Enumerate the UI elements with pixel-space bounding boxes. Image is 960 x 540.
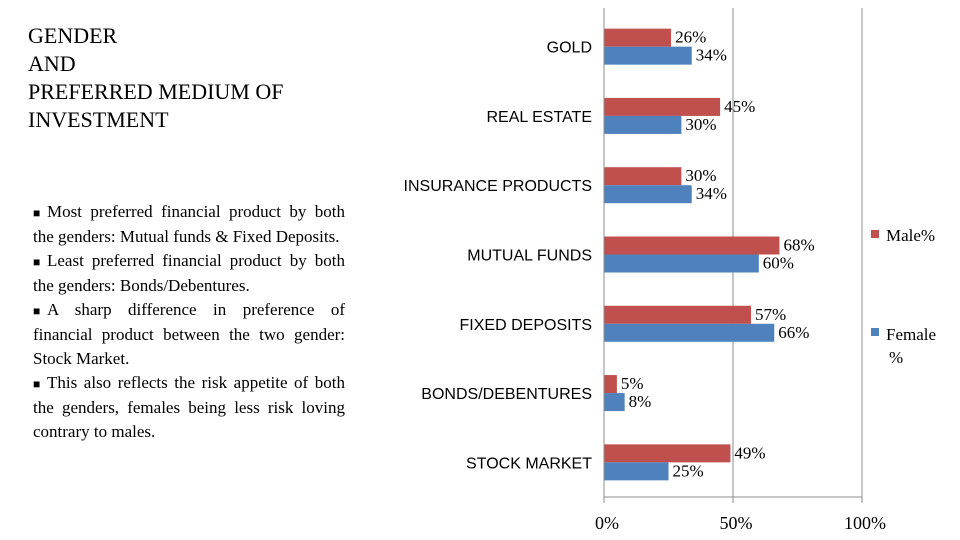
female-bar (604, 462, 669, 481)
female-bar (604, 46, 692, 65)
bullet-notes: ■ Most preferred financial product by bot… (33, 200, 345, 444)
x-tick-label: 0% (595, 513, 619, 533)
male-bar (604, 167, 682, 186)
data-label: 5% (621, 374, 644, 393)
bullet-icon: ■ (33, 255, 41, 269)
male-bar (604, 444, 731, 463)
note-item: ■ Most preferred financial product by bot… (33, 200, 345, 249)
bullet-icon: ■ (33, 377, 41, 391)
female-bar (604, 254, 759, 273)
x-tick-label: 50% (720, 513, 753, 533)
data-label: 49% (734, 443, 765, 462)
data-label: 45% (724, 97, 755, 116)
male-bar (604, 236, 780, 255)
title-line: INVESTMENT (28, 107, 169, 132)
female-bar (604, 115, 682, 134)
female-bar (604, 323, 775, 342)
legend-label-female: Female% (886, 325, 936, 367)
note-item: ■ This also reflects the risk appetite of… (33, 371, 345, 444)
x-tick-label: 100% (844, 513, 886, 533)
note-text: Most preferred financial product by both… (33, 202, 345, 246)
category-label: STOCK MARKET (466, 455, 592, 472)
male-bar (604, 97, 721, 116)
title-line: PREFERRED MEDIUM OF (28, 79, 284, 104)
female-bar (604, 393, 625, 412)
legend-label-male: Male% (886, 226, 935, 245)
data-label: 26% (675, 28, 706, 47)
data-label: 57% (755, 305, 786, 324)
female-bar (604, 185, 692, 204)
legend-swatch-female (871, 328, 879, 336)
male-bar (604, 375, 617, 394)
legend-swatch-male (871, 230, 879, 238)
category-label: INSURANCE PRODUCTS (404, 178, 592, 195)
data-label: 66% (778, 323, 809, 342)
data-label: 8% (629, 392, 652, 411)
note-text: This also reflects the risk appetite of … (33, 373, 345, 441)
category-label: BONDS/DEBENTURES (421, 386, 592, 403)
data-label: 25% (673, 461, 704, 480)
note-item: ■ Least preferred financial product by bo… (33, 249, 345, 298)
bullet-icon: ■ (33, 304, 41, 318)
data-label: 60% (763, 254, 794, 273)
male-bar (604, 28, 672, 47)
bullet-icon: ■ (33, 206, 41, 220)
category-label: MUTUAL FUNDS (467, 248, 592, 265)
male-bar (604, 305, 752, 324)
data-label: 30% (685, 115, 716, 134)
category-label: FIXED DEPOSITS (460, 317, 592, 334)
category-label: GOLD (547, 40, 592, 57)
slide-title: GENDER AND PREFERRED MEDIUM OF INVESTMEN… (28, 22, 348, 134)
title-line: AND (28, 51, 76, 76)
title-line: GENDER (28, 23, 118, 48)
data-label: 34% (696, 184, 727, 203)
data-label: 30% (685, 166, 716, 185)
category-label: REAL ESTATE (486, 109, 592, 126)
data-label: 34% (696, 46, 727, 65)
data-label: 68% (783, 236, 814, 255)
note-text: Least preferred financial product by bot… (33, 251, 345, 295)
note-text: A sharp difference in preference of fina… (33, 300, 345, 368)
note-item: ■ A sharp difference in preference of fin… (33, 298, 345, 371)
